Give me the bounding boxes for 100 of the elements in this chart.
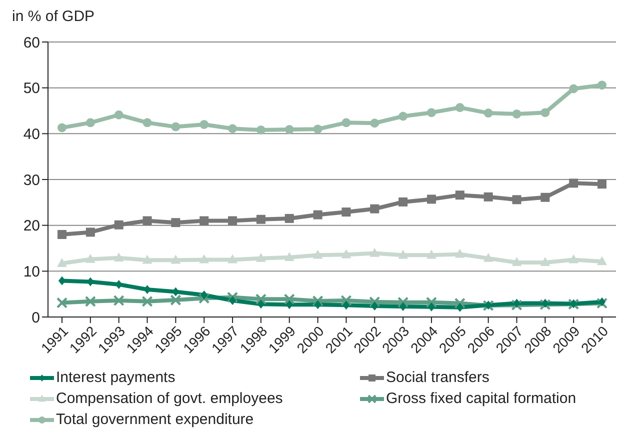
point: [85, 254, 96, 263]
legend-label: Compensation of govt. employees: [56, 390, 283, 407]
point: [170, 294, 182, 306]
point: [228, 254, 238, 264]
point: [398, 112, 408, 121]
point: [397, 296, 409, 308]
y-tick-label: 0: [32, 309, 40, 326]
point: [598, 180, 606, 189]
point: [340, 294, 352, 306]
point: [114, 220, 124, 230]
point: [513, 298, 520, 308]
point: [454, 248, 465, 258]
legend-label: Total government expenditure: [56, 411, 254, 428]
point: [171, 122, 180, 132]
point: [58, 123, 66, 132]
point: [84, 296, 96, 308]
point: [540, 192, 550, 202]
point: [86, 228, 95, 237]
point: [142, 118, 152, 128]
point: [596, 298, 608, 309]
point: [569, 84, 578, 94]
point: [171, 218, 180, 228]
point: [370, 118, 380, 128]
point: [598, 80, 606, 90]
point: [341, 249, 352, 258]
point: [144, 285, 151, 294]
point: [200, 120, 209, 129]
y-tick-label: 30: [23, 172, 40, 189]
point: [426, 108, 436, 118]
point: [398, 250, 408, 259]
point: [342, 300, 350, 310]
point: [426, 296, 438, 308]
point: [370, 204, 380, 214]
legend-label: Interest payments: [56, 369, 176, 386]
point: [512, 109, 522, 118]
point: [455, 190, 464, 200]
point: [483, 252, 494, 262]
point: [456, 302, 464, 312]
point: [371, 302, 378, 310]
point: [256, 126, 266, 134]
point: [568, 254, 579, 264]
point: [312, 295, 324, 307]
point: [226, 292, 238, 303]
point: [228, 296, 236, 305]
point: [284, 125, 294, 134]
point: [114, 252, 124, 262]
legend-label: Social transfers: [386, 369, 490, 386]
point: [399, 302, 407, 311]
point: [455, 103, 464, 112]
point: [313, 124, 322, 134]
y-tick-label: 50: [23, 80, 40, 98]
point: [142, 296, 153, 308]
point: [113, 294, 124, 306]
point: [284, 294, 295, 305]
point: [484, 192, 493, 202]
point: [569, 178, 578, 188]
point: [314, 300, 322, 310]
point: [512, 257, 522, 266]
point: [58, 230, 66, 239]
point: [428, 302, 436, 312]
point: [542, 298, 549, 308]
point: [313, 210, 322, 220]
point: [228, 216, 238, 226]
point: [142, 216, 152, 226]
point: [114, 110, 124, 120]
point: [228, 124, 238, 134]
point: [257, 300, 265, 309]
point: [198, 292, 210, 304]
point: [540, 108, 550, 118]
point: [342, 118, 351, 128]
point: [512, 195, 522, 204]
point: [284, 214, 294, 223]
point: [540, 257, 550, 266]
y-tick-label: 20: [23, 218, 40, 235]
point: [370, 248, 380, 257]
point: [56, 297, 68, 308]
point: [86, 118, 95, 128]
point: [398, 197, 408, 206]
point: [284, 252, 294, 262]
point: [540, 299, 551, 310]
point: [426, 194, 436, 204]
point: [426, 250, 436, 259]
point: [256, 214, 266, 224]
point: [484, 108, 493, 118]
legend-label: Gross fixed capital formation: [386, 390, 576, 407]
point: [170, 254, 181, 264]
point: [597, 256, 607, 266]
point: [142, 254, 152, 264]
point: [57, 258, 67, 267]
point: [511, 299, 522, 311]
y-tick-label: 40: [23, 126, 40, 143]
y-axis-title: in % of GDP: [12, 8, 95, 25]
y-tick-label: 10: [23, 263, 40, 280]
point: [200, 216, 209, 226]
point: [286, 300, 293, 310]
y-tick-label: 60: [23, 34, 40, 52]
point: [369, 296, 380, 308]
point: [598, 297, 606, 306]
point: [312, 250, 323, 259]
point: [200, 290, 208, 300]
